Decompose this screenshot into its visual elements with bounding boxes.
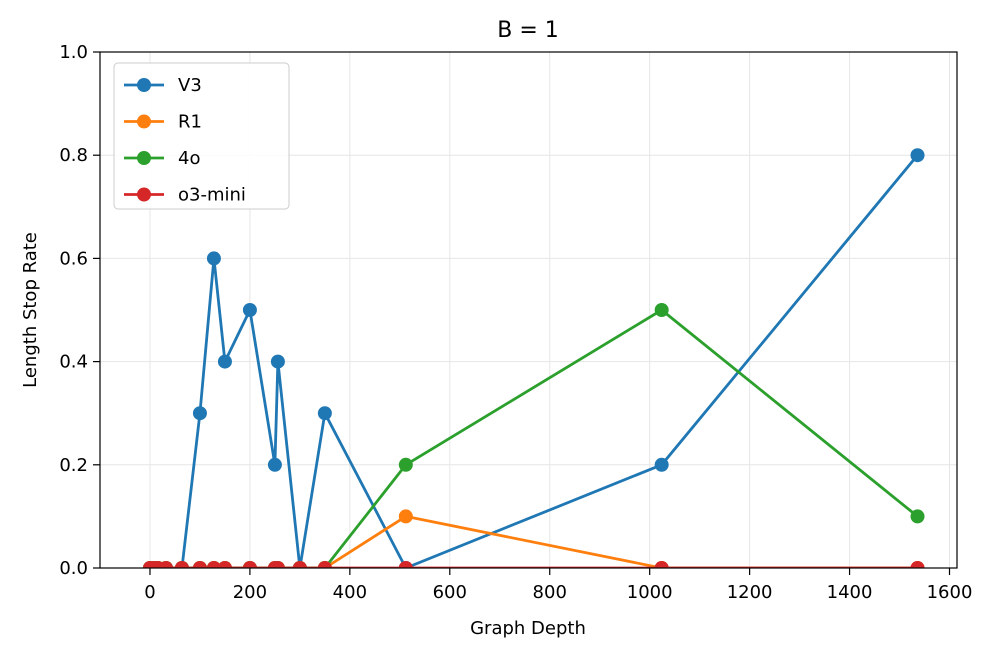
legend-marker (137, 114, 151, 129)
legend: V3 R1 4o o3-mini (113, 62, 290, 210)
chart-title: B = 1 (497, 18, 559, 43)
legend-marker (137, 187, 151, 202)
data-point-o3-mini (174, 561, 189, 568)
x-tick-label: 0 (144, 582, 155, 603)
y-tick-label: 0.4 (59, 352, 88, 373)
x-tick-label: 200 (233, 582, 267, 603)
data-point-V3 (217, 354, 232, 369)
data-point-V3 (206, 251, 221, 266)
y-tick-label: 0.8 (59, 145, 88, 166)
x-tick-label: 800 (533, 582, 567, 603)
legend-box (113, 62, 290, 210)
data-point-V3 (192, 406, 207, 421)
x-tick-label: 1600 (927, 582, 973, 603)
series-line-V3 (149, 154, 919, 568)
data-point-o3-mini (206, 561, 221, 568)
legend-marker (137, 78, 151, 92)
legend-item-R1: R1 (124, 112, 202, 133)
y-tick-label: 0.6 (59, 248, 88, 269)
data-point-o3-mini (910, 561, 925, 568)
data-point-o3-mini (270, 561, 285, 568)
series-line-R1 (149, 515, 918, 568)
data-point-V3 (270, 354, 285, 369)
legend-item-V3: V3 (124, 75, 202, 96)
x-tick-label: 400 (333, 582, 367, 603)
y-axis-label: Length Stop Rate (20, 232, 41, 388)
axis-ticks: 0 200 400 600 800 1000 1200 1400 1600 0.0 0.2 0.4 0.… (59, 42, 972, 603)
legend-marker (137, 151, 151, 165)
data-point-o3-mini (217, 561, 232, 568)
data-point-R1 (398, 509, 413, 524)
legend-label: V3 (178, 75, 202, 96)
y-tick-label: 0.0 (59, 558, 88, 579)
series-o3-mini (142, 561, 925, 568)
data-point-V3 (267, 457, 282, 472)
legend-item-4o: 4o (124, 148, 200, 169)
legend-label: o3-mini (178, 185, 246, 206)
data-point-o3-mini (292, 561, 307, 568)
x-tick-label: 1200 (727, 582, 773, 603)
series-4o (142, 303, 925, 568)
data-point-4o (654, 303, 669, 317)
data-point-o3-mini (398, 561, 413, 568)
series-R1 (142, 509, 925, 568)
data-point-4o (910, 509, 925, 524)
plot-frame (99, 51, 958, 569)
data-point-V3 (910, 148, 925, 163)
x-axis-label: Graph Depth (470, 618, 586, 639)
x-tick-label: 600 (433, 582, 467, 603)
data-point-V3 (317, 406, 332, 421)
x-tick-label: 1000 (627, 582, 673, 603)
data-point-o3-mini (192, 561, 207, 568)
y-tick-label: 1.0 (59, 42, 88, 63)
x-tick-label: 1400 (827, 582, 873, 603)
legend-item-o3-mini: o3-mini (124, 185, 246, 206)
data-point-V3 (242, 303, 257, 317)
data-point-o3-mini (158, 561, 173, 568)
y-tick-label: 0.2 (59, 455, 88, 476)
legend-label: 4o (178, 148, 200, 169)
legend-label: R1 (178, 112, 202, 133)
data-point-V3 (654, 457, 669, 472)
data-point-o3-mini (654, 561, 669, 568)
series-line-4o (149, 308, 919, 568)
data-point-o3-mini (242, 561, 257, 568)
data-point-o3-mini (317, 561, 332, 568)
series-layer (142, 148, 925, 568)
data-point-4o (398, 457, 413, 472)
